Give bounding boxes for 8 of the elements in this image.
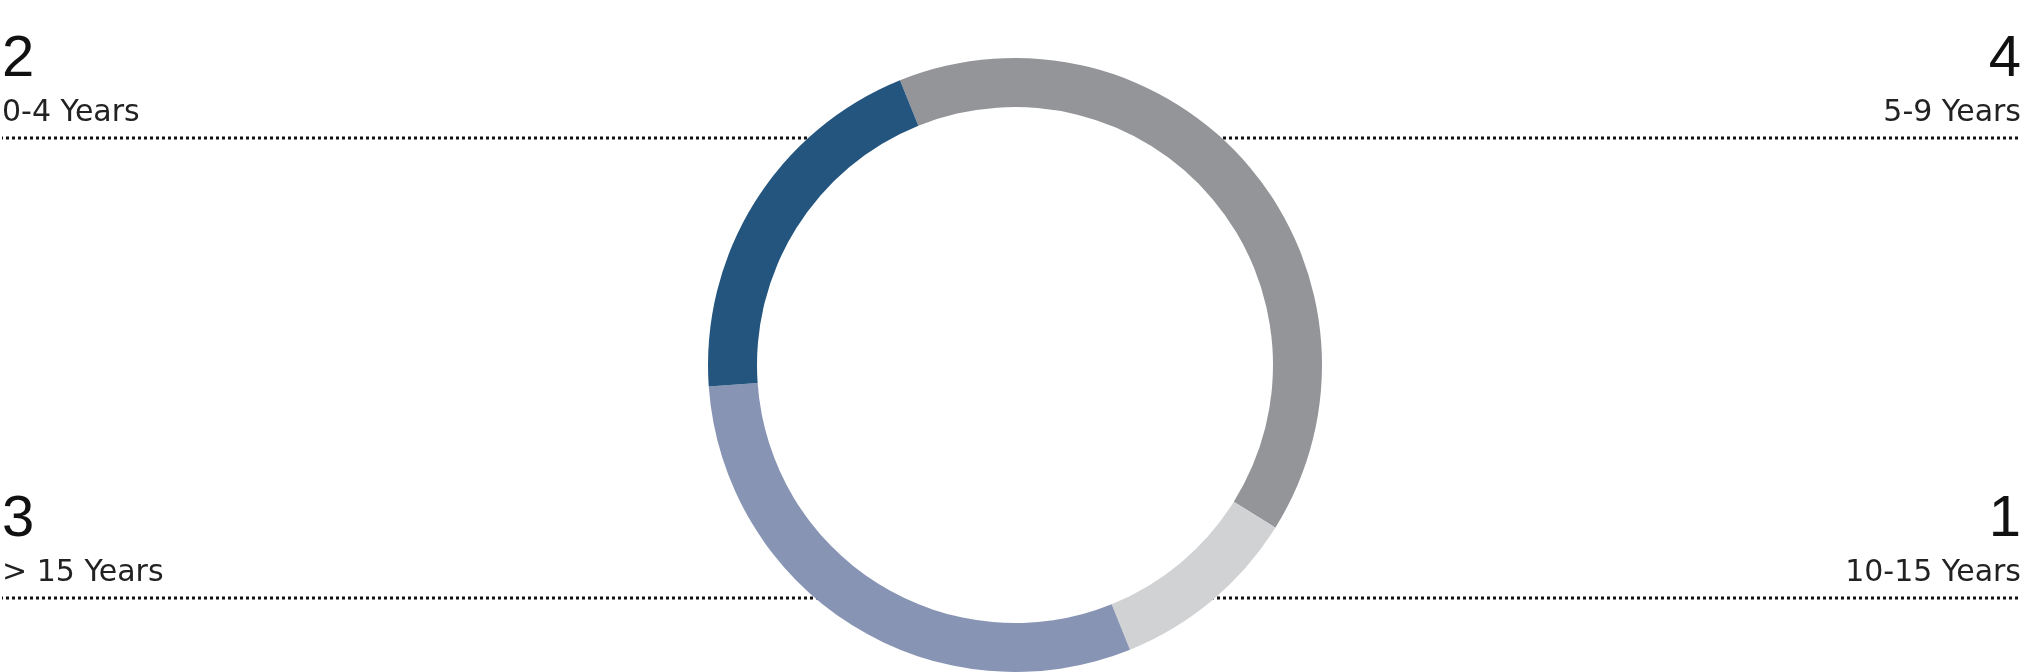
data-label: 3 (2, 482, 35, 548)
data-label: 4 (1988, 22, 2021, 88)
slice-label: 5-9 Years (1883, 92, 2021, 128)
slice-label: 0-4 Years (2, 92, 140, 128)
slice-label: > 15 Years (2, 552, 164, 588)
data-label: 2 (2, 22, 35, 88)
data-label: 1 (1988, 482, 2021, 548)
slice-label: 10-15 Years (1845, 552, 2021, 588)
